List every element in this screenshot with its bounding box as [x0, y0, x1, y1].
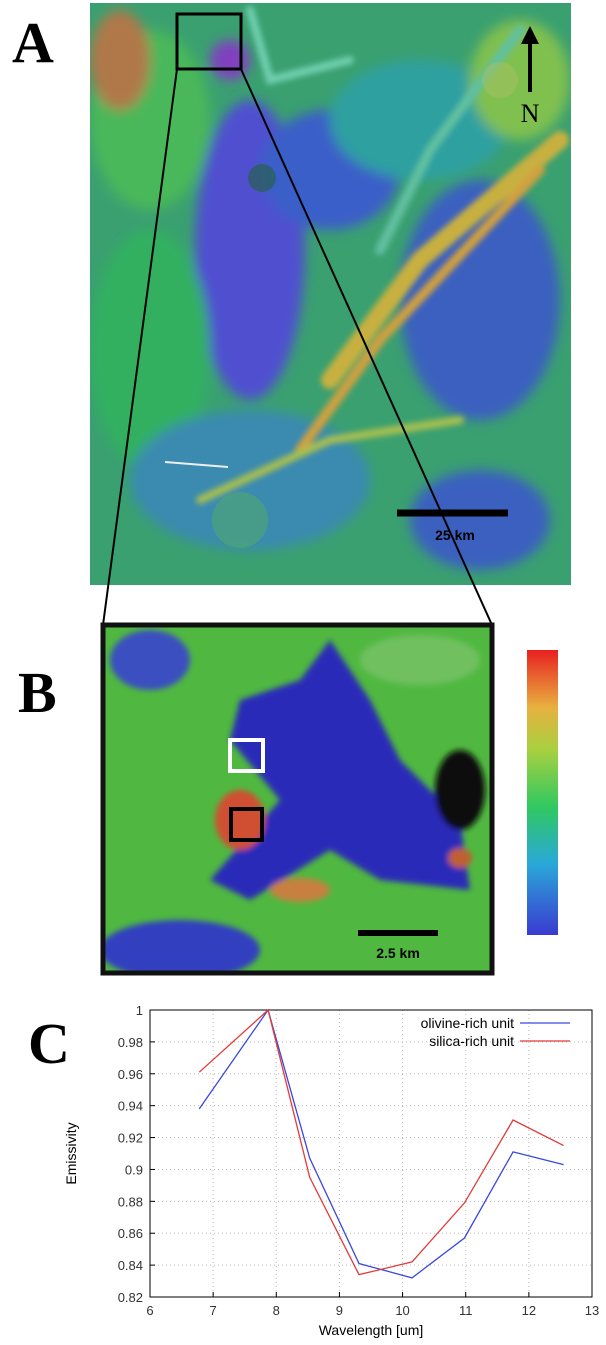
x-tick-label: 8: [273, 1303, 280, 1318]
y-tick-label: 0.98: [118, 1035, 143, 1050]
plot-frame: [150, 1010, 592, 1297]
x-tick-label: 7: [210, 1303, 217, 1318]
figure: A 25 km N 2.5 km B C 0.82 0.84 0.86 0.88 0.9…: [0, 0, 606, 1345]
panel-label: B: [18, 660, 57, 725]
legend-label: olivine-rich unit: [421, 1015, 514, 1031]
x-tick-label: 13: [585, 1303, 599, 1318]
y-tick-label: 0.92: [118, 1131, 143, 1146]
series-line: [199, 1010, 563, 1275]
x-tick-label: 11: [459, 1303, 473, 1318]
chart: 0.82 0.84 0.86 0.88 0.9 0.92 0.94 0.96 0.98 1 6 7 8 9…: [63, 1003, 599, 1338]
y-tick-label: 0.88: [118, 1194, 143, 1209]
panel-b-image: [100, 625, 492, 980]
panel-a-image: [90, 3, 571, 585]
north-label: N: [521, 99, 540, 128]
scale-label: 2.5 km: [376, 945, 420, 961]
x-tick-label: 9: [336, 1303, 343, 1318]
panel-label: A: [12, 10, 54, 75]
color-bar: [527, 650, 558, 935]
y-tick-label: 0.82: [118, 1290, 143, 1305]
y-tick-label: 0.84: [118, 1258, 143, 1273]
y-tick-label: 0.94: [118, 1099, 143, 1114]
x-tick-label: 10: [395, 1303, 409, 1318]
y-axis-label: Emissivity: [63, 1122, 79, 1184]
x-axis-label: Wavelength [um]: [319, 1322, 424, 1338]
x-tick-label: 6: [146, 1303, 153, 1318]
y-tick-label: 0.9: [125, 1162, 143, 1177]
series-line: [199, 1010, 563, 1278]
panel-label: C: [28, 1011, 70, 1076]
scale-label: 25 km: [435, 527, 475, 543]
y-tick-label: 1: [136, 1003, 143, 1018]
y-tick-label: 0.86: [118, 1226, 143, 1241]
x-tick-label: 12: [522, 1303, 536, 1318]
y-tick-label: 0.96: [118, 1067, 143, 1082]
legend-label: silica-rich unit: [429, 1033, 514, 1049]
